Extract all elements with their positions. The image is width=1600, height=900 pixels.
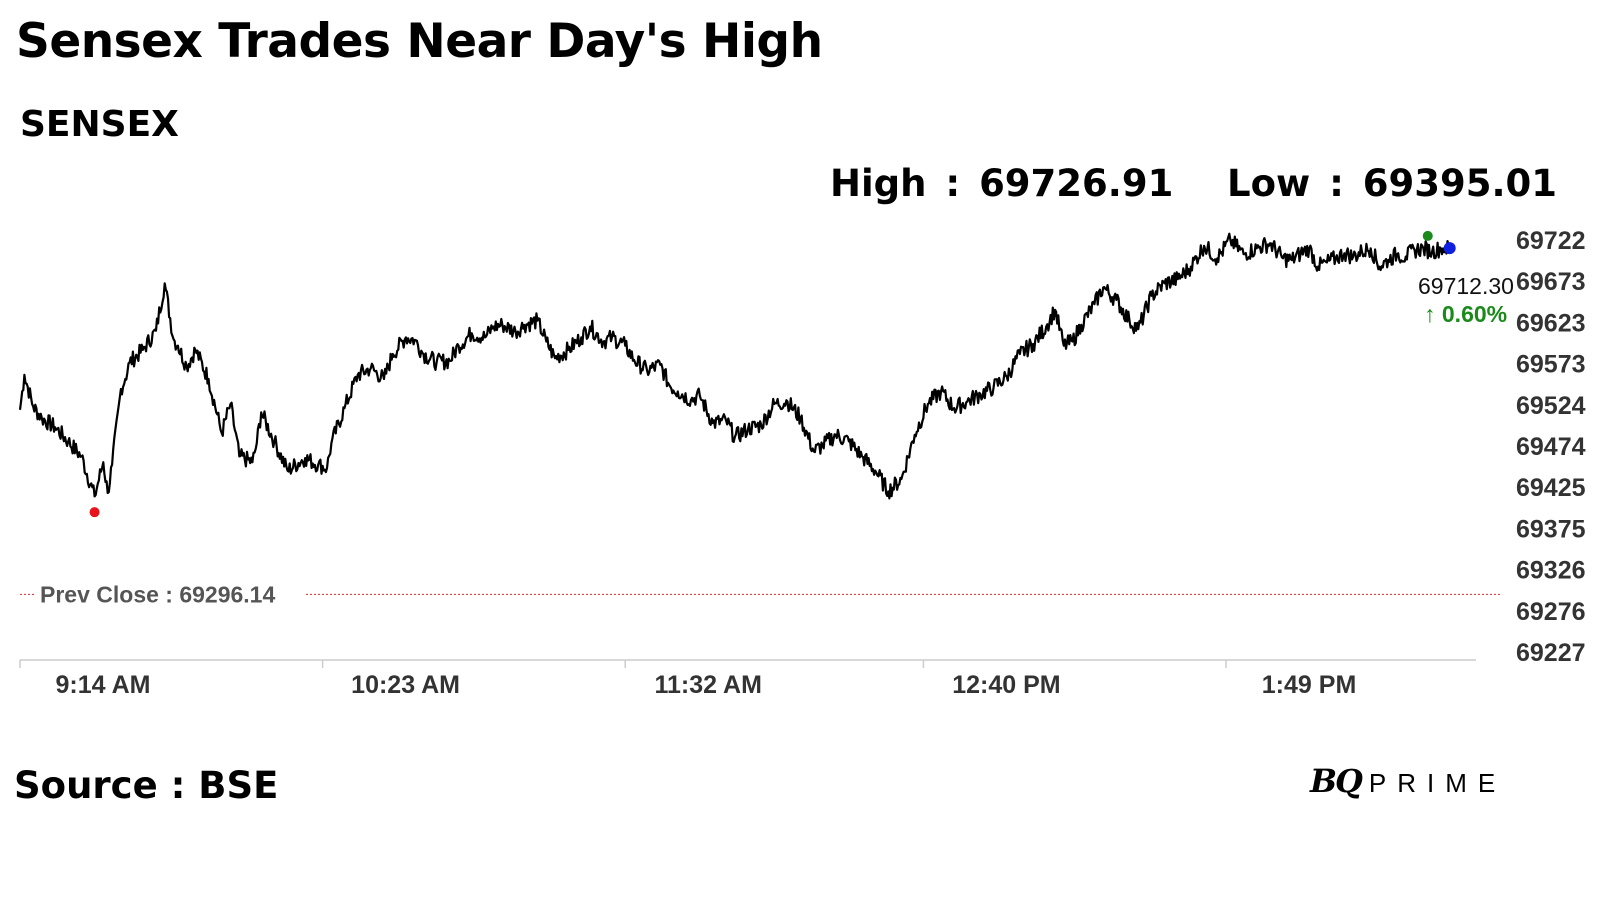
high-label: High xyxy=(830,162,927,205)
sensex-intraday-chart: 9:14 AM 10:23 AM 11:32 AM 12:40 PM 1:49 PM 69… xyxy=(18,227,1586,699)
x-tick-label: 9:14 AM xyxy=(56,671,151,699)
x-tick-label: 11:32 AM xyxy=(654,671,761,699)
x-tick-label: 1:49 PM xyxy=(1262,671,1356,699)
y-tick-label: 69623 xyxy=(1516,309,1586,337)
y-tick-label: 69722 xyxy=(1516,227,1586,255)
y-tick-label: 69425 xyxy=(1516,474,1586,502)
price-line xyxy=(18,232,1451,500)
last-price-backdrop xyxy=(1416,270,1504,328)
logo-prime: PRIME xyxy=(1368,768,1507,798)
index-name: SENSEX xyxy=(20,104,179,145)
y-tick-label: 69474 xyxy=(1516,433,1586,461)
y-tick-label: 69276 xyxy=(1516,598,1586,626)
logo-bq: BQ xyxy=(1310,762,1363,800)
x-tick-label: 12:40 PM xyxy=(952,671,1060,699)
day-low-marker xyxy=(89,507,100,518)
chart-title: Sensex Trades Near Day's High xyxy=(16,14,823,69)
last-price-label: 69712.30 xyxy=(1418,273,1514,299)
prev-close-label: Prev Close : 69296.14 xyxy=(40,581,275,607)
low-separator: : xyxy=(1329,162,1344,205)
day-low-stat: Low : 69395.01 xyxy=(1227,162,1557,205)
y-tick-label: 69673 xyxy=(1516,268,1586,296)
low-label: Low xyxy=(1227,162,1311,205)
bq-prime-logo: BQ PRIME xyxy=(1310,762,1506,800)
day-high-marker xyxy=(1422,230,1433,241)
high-separator: : xyxy=(945,162,961,205)
high-value: 69726.91 xyxy=(979,162,1174,205)
change-percent-label: ↑ 0.60% xyxy=(1424,301,1507,327)
y-tick-label: 69227 xyxy=(1516,639,1586,667)
source-note: Source : BSE xyxy=(14,764,279,807)
y-tick-label: 69326 xyxy=(1516,557,1586,585)
low-value: 69395.01 xyxy=(1362,162,1558,205)
y-tick-label: 69573 xyxy=(1516,351,1586,379)
y-tick-label: 69524 xyxy=(1516,392,1586,420)
day-high-stat: High : 69726.91 xyxy=(830,162,1173,205)
y-tick-label: 69375 xyxy=(1516,515,1586,543)
x-tick-label: 10:23 AM xyxy=(351,671,460,699)
last-price-marker xyxy=(1443,242,1456,255)
